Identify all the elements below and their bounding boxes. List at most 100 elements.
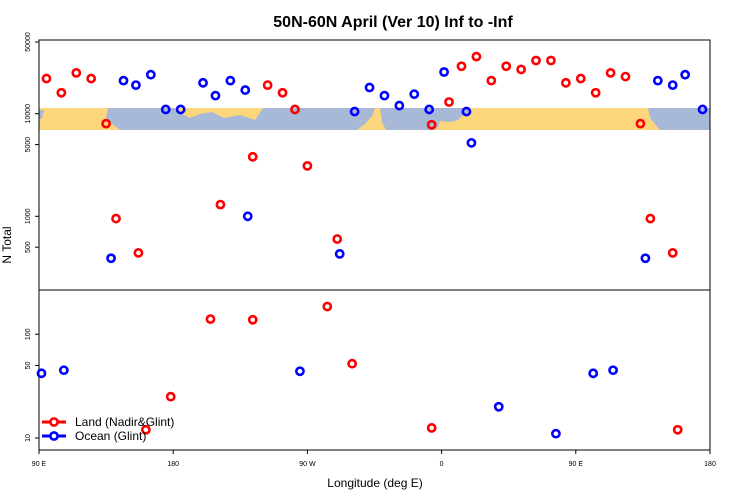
ocean-point-upper-2	[131, 80, 141, 91]
land-point-upper-3	[86, 73, 97, 84]
ocean-point-upper-8	[225, 75, 236, 86]
upper-y-tick-label-1: 1000	[25, 208, 32, 224]
land-point-upper-0	[41, 73, 52, 84]
ocean-point-upper-6	[198, 77, 208, 88]
ocean-point-lower-6	[608, 365, 618, 376]
land-point-upper-6	[133, 247, 144, 258]
ocean-point-upper-4	[160, 104, 171, 115]
land-point-upper-26	[605, 67, 616, 78]
land-point-upper-8	[247, 151, 258, 162]
land-point-upper-25	[590, 87, 601, 98]
legend-label-0: Land (Nadir&Glint)	[75, 415, 174, 429]
land-point-upper-23	[560, 77, 571, 88]
axes: 90 E 180 90 W 0 90 E 180 500 1000 5000 10000 50000…	[25, 32, 716, 468]
x-tick-label-3: 0	[440, 461, 444, 468]
ocean-point-lower-3	[493, 401, 504, 412]
land-point-upper-5	[111, 213, 121, 224]
land-point-upper-12	[302, 160, 313, 171]
ocean-point-lower-5	[588, 368, 599, 379]
land-point-lower-1	[165, 391, 176, 402]
legend-marker-0	[49, 417, 59, 427]
x-tick-label-0: 90 E	[32, 461, 47, 468]
land-point-upper-28	[635, 118, 646, 129]
ocean-point-upper-17	[424, 104, 435, 115]
land-point-upper-21	[531, 55, 541, 66]
land-point-lower-0	[140, 424, 151, 435]
lower-y-tick-label-1: 50	[25, 361, 32, 369]
x-axis-label: Longitude (deg E)	[327, 476, 422, 490]
ocean-point-upper-10	[242, 211, 253, 222]
map-ocean-atlantic	[380, 108, 470, 130]
ocean-point-upper-24	[680, 69, 691, 80]
legend: Land (Nadir&Glint)Ocean (Glint)	[42, 415, 174, 443]
upper-y-tick-label-3: 10000	[25, 104, 32, 124]
land-point-upper-2	[71, 67, 82, 78]
ocean-point-upper-19	[461, 106, 472, 117]
lower-y-tick-label-0: 10	[25, 434, 32, 442]
ocean-point-upper-13	[364, 82, 375, 93]
ocean-point-upper-5	[175, 104, 186, 115]
land-point-upper-29	[645, 213, 656, 224]
x-tick-label-1: 180	[167, 461, 179, 468]
ocean-point-upper-20	[466, 137, 477, 148]
plot-frame	[38, 39, 711, 451]
ocean-point-upper-14	[379, 90, 390, 101]
ocean-point-upper-12	[349, 106, 360, 117]
ocean-point-lower-4	[551, 428, 561, 439]
land-point-upper-20	[516, 64, 527, 75]
ocean-point-upper-11	[334, 248, 345, 259]
map-ocean-east	[648, 108, 710, 130]
world-map-band	[39, 108, 710, 130]
land-point-lower-6	[426, 423, 437, 433]
x-tick-label-4: 90 E	[569, 461, 584, 468]
ocean-point-lower-1	[58, 365, 69, 376]
land-point-upper-13	[332, 234, 343, 244]
ocean-point-lower-0	[36, 368, 47, 379]
ocean-point-lower-2	[295, 366, 305, 377]
x-tick-label-2: 90 W	[299, 461, 316, 468]
ocean-point-upper-21	[640, 253, 651, 264]
land-point-lower-5	[347, 358, 358, 369]
upper-y-tick-label-4: 50000	[25, 32, 32, 52]
land-point-upper-22	[546, 55, 556, 66]
lower-y-tick-label-2: 100	[25, 328, 32, 340]
land-point-upper-14	[426, 119, 437, 130]
map-ocean-pacific	[106, 108, 375, 130]
land-point-upper-7	[215, 199, 226, 210]
ocean-point-upper-18	[439, 67, 449, 77]
ocean-point-upper-1	[118, 75, 129, 86]
legend-label-1: Ocean (Glint)	[75, 429, 146, 443]
land-point-upper-16	[456, 61, 467, 72]
ocean-point-upper-16	[409, 89, 420, 100]
y-axis-label: N Total	[0, 226, 14, 263]
land-point-lower-4	[322, 301, 333, 312]
map-ocean-west-edge	[39, 110, 44, 120]
ocean-point-upper-22	[652, 75, 663, 86]
land-point-upper-24	[575, 73, 586, 84]
ocean-point-upper-3	[145, 69, 156, 80]
x-tick-label-5: 180	[704, 461, 716, 468]
legend-marker-1	[49, 431, 59, 441]
data-marks	[36, 51, 708, 439]
ocean-point-upper-0	[106, 253, 116, 264]
land-point-upper-9	[262, 80, 273, 91]
upper-y-tick-label-2: 5000	[25, 137, 32, 153]
land-point-upper-11	[290, 104, 300, 115]
land-point-upper-15	[444, 97, 454, 107]
land-point-lower-3	[247, 314, 258, 325]
upper-y-tick-label-0: 500	[25, 241, 32, 253]
land-point-upper-1	[56, 87, 67, 98]
ocean-point-upper-7	[210, 90, 221, 101]
land-point-upper-30	[667, 247, 678, 258]
land-point-upper-17	[471, 51, 482, 62]
chart-title: 50N-60N April (Ver 10) Inf to -Inf	[273, 14, 513, 31]
land-point-upper-18	[486, 75, 497, 86]
ocean-point-upper-15	[394, 100, 405, 111]
land-point-upper-27	[620, 71, 631, 82]
land-point-lower-7	[672, 424, 683, 435]
land-point-lower-2	[205, 314, 216, 325]
ocean-point-upper-9	[240, 85, 251, 95]
land-point-upper-19	[501, 61, 512, 72]
land-point-upper-10	[277, 87, 288, 98]
